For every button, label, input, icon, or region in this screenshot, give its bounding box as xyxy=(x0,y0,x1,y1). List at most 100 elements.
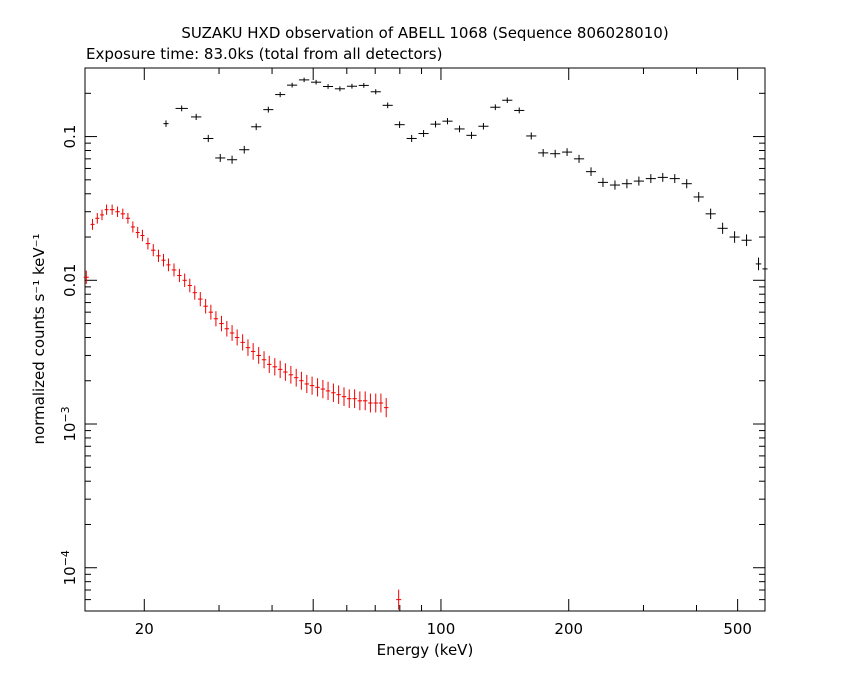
series xyxy=(83,204,402,610)
y-axis-label: normalized counts s⁻¹ keV⁻¹ xyxy=(30,233,48,444)
data-point xyxy=(251,123,262,131)
data-point xyxy=(396,589,402,610)
data-point xyxy=(621,179,632,189)
data-point xyxy=(130,221,135,233)
x-tick-label: 20 xyxy=(135,620,154,638)
data-point xyxy=(347,389,352,409)
data-point xyxy=(315,378,320,397)
data-point xyxy=(368,393,373,413)
data-point xyxy=(263,106,274,113)
data-point xyxy=(681,179,692,189)
data-point xyxy=(323,84,334,89)
data-point xyxy=(208,304,214,320)
data-point xyxy=(224,320,230,337)
data-point xyxy=(645,174,656,184)
data-point xyxy=(198,291,203,307)
data-point xyxy=(382,102,393,109)
data-series xyxy=(83,77,768,610)
data-point xyxy=(336,385,341,404)
plot-frame xyxy=(84,67,766,612)
x-tick-label: 500 xyxy=(723,620,752,638)
data-point xyxy=(156,249,161,263)
data-point xyxy=(538,148,549,157)
data-point xyxy=(100,209,104,221)
data-point xyxy=(219,315,224,332)
x-tick-labels: 20 50 100 200 500 xyxy=(135,620,752,638)
data-point xyxy=(109,204,115,215)
data-point xyxy=(234,329,240,346)
data-point xyxy=(182,273,187,288)
data-point xyxy=(299,77,310,83)
data-point xyxy=(490,104,501,111)
data-point xyxy=(762,262,768,276)
data-point xyxy=(514,107,525,114)
data-point xyxy=(573,154,585,163)
data-point xyxy=(283,363,288,381)
data-point xyxy=(192,285,197,300)
x-tick-label: 50 xyxy=(304,620,323,638)
data-point xyxy=(693,192,704,202)
axis-ticks xyxy=(85,68,765,612)
data-point xyxy=(267,355,272,373)
y-tick-label: 10−3 xyxy=(59,406,79,441)
data-point xyxy=(90,218,95,230)
data-point xyxy=(729,231,740,243)
data-point xyxy=(277,360,283,379)
chart-title: SUZAKU HXD observation of ABELL 1068 (Se… xyxy=(181,24,668,42)
data-point xyxy=(272,358,278,376)
data-point xyxy=(304,374,310,393)
data-point xyxy=(240,334,245,351)
data-point xyxy=(562,148,573,156)
data-point xyxy=(478,122,489,130)
data-point xyxy=(320,379,326,399)
data-point xyxy=(191,113,202,121)
series xyxy=(163,77,768,276)
data-point xyxy=(550,149,561,158)
x-axis-label: Energy (keV) xyxy=(377,641,474,659)
y-tick-label: 0.01 xyxy=(61,264,79,297)
data-point xyxy=(256,347,261,364)
data-point xyxy=(633,176,644,186)
data-point xyxy=(177,268,182,283)
data-point xyxy=(151,244,156,257)
data-point xyxy=(717,222,728,234)
data-point xyxy=(609,180,621,190)
data-point xyxy=(175,105,188,112)
data-point xyxy=(430,120,441,128)
data-point xyxy=(215,153,226,162)
data-point xyxy=(370,89,381,95)
data-point xyxy=(657,172,668,182)
data-point xyxy=(288,365,294,384)
data-point xyxy=(526,132,537,140)
data-point xyxy=(161,253,166,267)
data-point xyxy=(741,234,752,247)
data-point xyxy=(250,343,256,360)
data-point xyxy=(454,125,465,133)
data-point xyxy=(597,177,609,187)
data-point xyxy=(341,387,347,406)
data-point xyxy=(331,383,336,402)
data-point xyxy=(125,212,131,224)
y-tick-label: 0.1 xyxy=(61,125,79,149)
data-point xyxy=(418,130,429,137)
data-point xyxy=(357,391,363,411)
data-point xyxy=(239,145,250,154)
data-point xyxy=(275,91,286,98)
data-point xyxy=(83,270,89,284)
data-point xyxy=(166,258,171,272)
data-point xyxy=(213,311,219,327)
data-point xyxy=(203,134,214,143)
data-point xyxy=(287,82,298,88)
data-point xyxy=(203,298,208,314)
data-point xyxy=(325,381,331,401)
data-point xyxy=(135,226,140,239)
data-point xyxy=(120,208,125,220)
data-point xyxy=(346,83,357,89)
data-point xyxy=(669,174,680,184)
data-point xyxy=(502,97,513,103)
data-point xyxy=(95,212,100,224)
data-point xyxy=(334,86,345,92)
data-point xyxy=(352,389,357,409)
data-point xyxy=(383,398,389,418)
data-point xyxy=(362,391,368,411)
